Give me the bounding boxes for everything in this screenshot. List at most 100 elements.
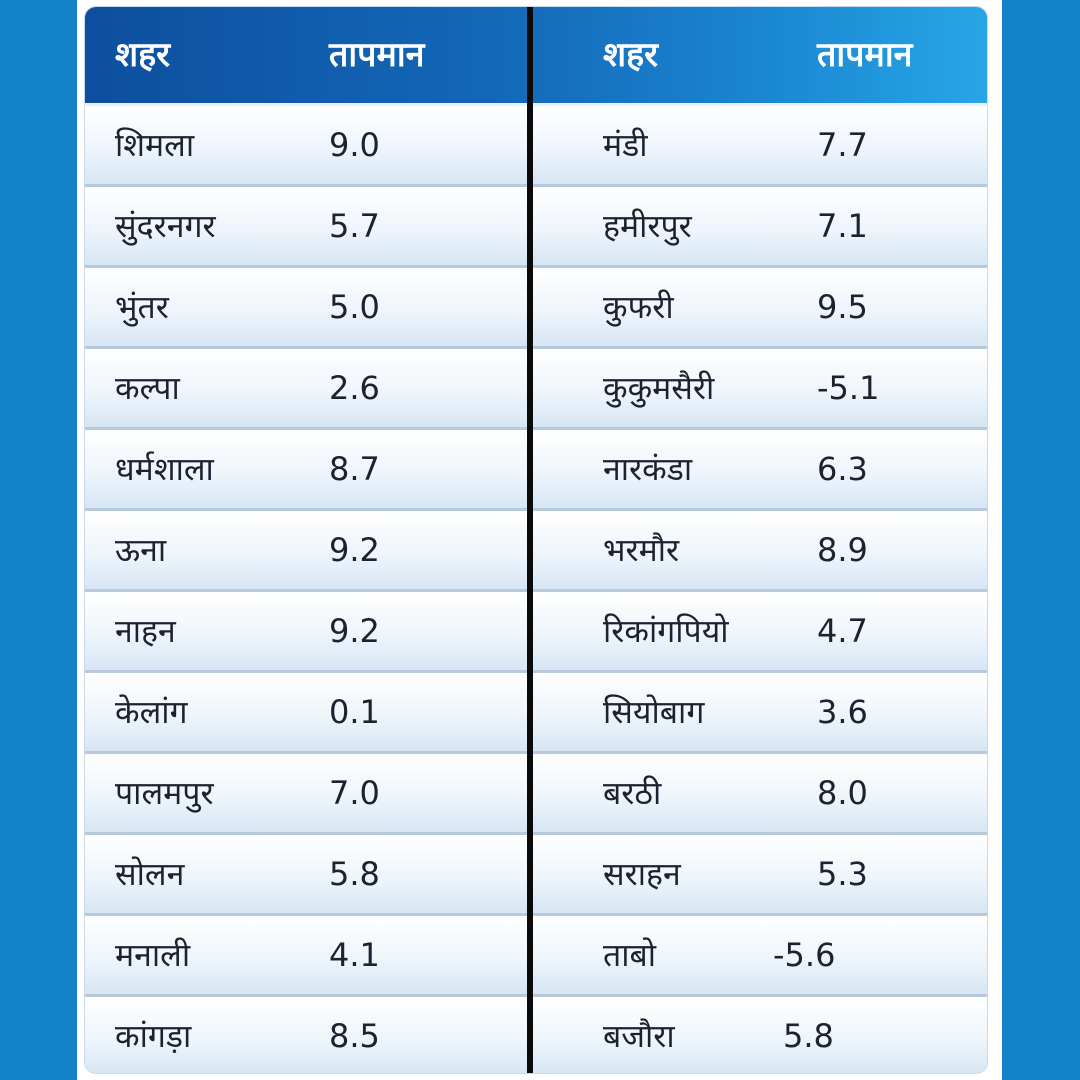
temperature-value: -5.1 xyxy=(817,369,880,407)
city-name: भरमौर xyxy=(603,531,680,569)
temperature-value: 8.9 xyxy=(817,531,868,569)
row-background xyxy=(85,511,527,589)
row-background xyxy=(85,997,527,1073)
row-background xyxy=(85,835,527,913)
row-separator xyxy=(533,589,987,592)
temperature-value: 7.7 xyxy=(817,126,868,164)
row-background xyxy=(533,187,987,265)
row-background xyxy=(533,835,987,913)
row-background xyxy=(533,430,987,508)
city-name: ऊना xyxy=(115,531,167,569)
city-name: सोलन xyxy=(115,855,185,893)
row-separator xyxy=(533,184,987,187)
table-row: बजौरा 5.8 xyxy=(533,997,987,1073)
city-name: शिमला xyxy=(115,126,195,164)
row-separator xyxy=(533,265,987,268)
row-separator xyxy=(533,670,987,673)
table-row: ऊना 9.2 xyxy=(85,511,527,592)
table-row: कुकुमसैरी -5.1 xyxy=(533,349,987,430)
city-name: नारकंडा xyxy=(603,450,693,488)
city-name: हमीरपुर xyxy=(603,207,692,245)
temperature-value: 9.2 xyxy=(329,531,380,569)
row-background xyxy=(533,349,987,427)
city-name: सराहन xyxy=(603,855,681,893)
table-row: मंडी 7.7 xyxy=(533,106,987,187)
temperature-value: 7.1 xyxy=(817,207,868,245)
city-name: कांगड़ा xyxy=(115,1017,192,1055)
table-row: कल्पा 2.6 xyxy=(85,349,527,430)
header-right-city: शहर xyxy=(603,35,659,75)
table-row: कुफरी 9.5 xyxy=(533,268,987,349)
row-separator xyxy=(85,670,527,673)
table-header: शहर तापमान शहर तापमान xyxy=(85,7,987,103)
city-name: रिकांगपियो xyxy=(603,612,729,650)
row-separator xyxy=(85,508,527,511)
row-background xyxy=(533,511,987,589)
row-separator xyxy=(533,832,987,835)
city-name: कुफरी xyxy=(603,288,674,326)
row-separator xyxy=(85,346,527,349)
row-background xyxy=(85,430,527,508)
header-left-temp: तापमान xyxy=(329,35,425,75)
city-name: नाहन xyxy=(115,612,176,650)
temperature-value: 5.7 xyxy=(329,207,380,245)
row-separator xyxy=(85,913,527,916)
table-row: शिमला 9.0 xyxy=(85,106,527,187)
city-name: कुकुमसैरी xyxy=(603,369,715,407)
row-background xyxy=(533,916,987,994)
city-name: मनाली xyxy=(115,936,191,974)
temperature-value: -5.6 xyxy=(773,936,836,974)
temperature-value: 3.6 xyxy=(817,693,868,731)
temperature-value: 9.0 xyxy=(329,126,380,164)
table-row: सियोबाग 3.6 xyxy=(533,673,987,754)
table-row: ताबो -5.6 xyxy=(533,916,987,997)
row-separator xyxy=(85,832,527,835)
row-background xyxy=(85,754,527,832)
row-background xyxy=(85,268,527,346)
table-row: केलांग 0.1 xyxy=(85,673,527,754)
row-separator xyxy=(85,184,527,187)
table-row: भुंतर 5.0 xyxy=(85,268,527,349)
city-name: बरठी xyxy=(603,774,662,812)
temperature-value: 9.5 xyxy=(817,288,868,326)
temperature-value: 5.3 xyxy=(817,855,868,893)
table-row: नारकंडा 6.3 xyxy=(533,430,987,511)
city-name: ताबो xyxy=(603,936,657,974)
temperature-value: 8.5 xyxy=(329,1017,380,1055)
temperature-value: 6.3 xyxy=(817,450,868,488)
city-name: पालमपुर xyxy=(115,774,214,812)
row-background xyxy=(533,268,987,346)
table-row: मनाली 4.1 xyxy=(85,916,527,997)
table-row: कांगड़ा 8.5 xyxy=(85,997,527,1073)
row-background xyxy=(85,106,527,184)
city-name: बजौरा xyxy=(603,1017,675,1055)
temperature-value: 0.1 xyxy=(329,693,380,731)
table-row: हमीरपुर 7.1 xyxy=(533,187,987,268)
table-row: सुंदरनगर 5.7 xyxy=(85,187,527,268)
city-name: मंडी xyxy=(603,126,648,164)
temperature-value: 8.7 xyxy=(329,450,380,488)
temperature-value: 4.1 xyxy=(329,936,380,974)
table-row: धर्मशाला 8.7 xyxy=(85,430,527,511)
header-right-temp: तापमान xyxy=(817,35,913,75)
city-name: धर्मशाला xyxy=(115,450,214,488)
city-name: भुंतर xyxy=(115,288,169,326)
row-background xyxy=(85,349,527,427)
row-separator xyxy=(533,427,987,430)
row-background xyxy=(85,592,527,670)
row-separator xyxy=(533,994,987,997)
table-row: रिकांगपियो 4.7 xyxy=(533,592,987,673)
temperature-value: 7.0 xyxy=(329,774,380,812)
city-name: कल्पा xyxy=(115,369,180,407)
row-background xyxy=(533,592,987,670)
temperature-value: 9.2 xyxy=(329,612,380,650)
city-name: सियोबाग xyxy=(603,693,705,731)
row-separator xyxy=(85,265,527,268)
row-separator xyxy=(85,427,527,430)
row-separator xyxy=(85,994,527,997)
table-row: सराहन 5.3 xyxy=(533,835,987,916)
temperature-value: 4.7 xyxy=(817,612,868,650)
row-separator xyxy=(533,346,987,349)
row-separator xyxy=(533,913,987,916)
table-row: पालमपुर 7.0 xyxy=(85,754,527,835)
